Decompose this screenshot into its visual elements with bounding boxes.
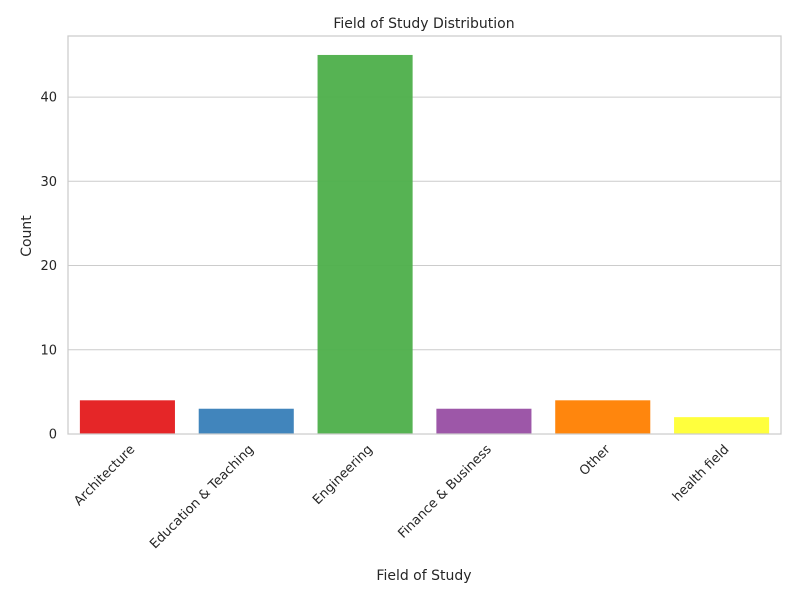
y-tick-label: 20 — [40, 259, 57, 274]
chart-title: Field of Study Distribution — [333, 16, 514, 32]
x-tick-label: health field — [670, 442, 732, 504]
bar-education-teaching — [198, 408, 294, 434]
x-tick-label: Architecture — [71, 442, 138, 509]
y-tick-label: 30 — [40, 175, 57, 190]
x-tick-label: Other — [577, 442, 614, 479]
bars — [79, 54, 770, 434]
x-tick-label: Finance & Business — [395, 442, 494, 541]
x-tick-labels: Architecture Education & Teaching Engineer… — [71, 442, 732, 552]
gridlines — [68, 96, 781, 435]
x-tick-label: Engineering — [310, 442, 376, 508]
bar-architecture — [79, 400, 175, 434]
bar-other — [555, 400, 651, 434]
plot-frame — [67, 35, 782, 435]
x-axis-label: Field of Study — [376, 568, 471, 584]
x-tick-label: Education & Teaching — [147, 442, 257, 552]
y-tick-label: 0 — [49, 428, 57, 443]
bar-health-field — [674, 417, 770, 434]
y-tick-labels: 0 10 20 30 40 — [40, 91, 57, 443]
y-tick-label: 40 — [40, 91, 57, 106]
bar-engineering — [317, 54, 413, 434]
y-tick-label: 10 — [40, 343, 57, 358]
bar-finance-business — [436, 408, 532, 434]
y-axis-label: Count — [19, 215, 35, 257]
